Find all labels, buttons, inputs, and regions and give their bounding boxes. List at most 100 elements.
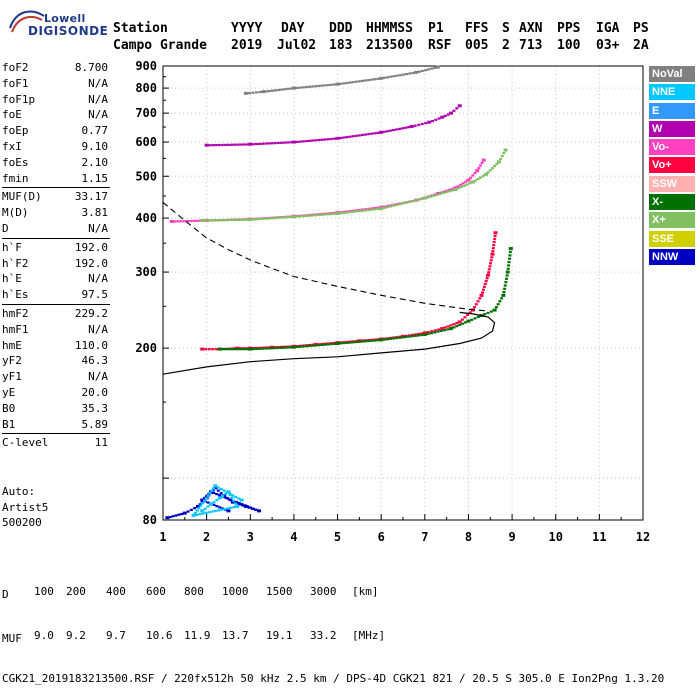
trace-point-vo bbox=[479, 293, 484, 297]
trace-point-x bbox=[335, 341, 340, 345]
trace-point-vo bbox=[487, 268, 491, 271]
trace-point-nne bbox=[228, 492, 232, 495]
trace-point-nnw bbox=[237, 503, 241, 506]
d-value: 1000 bbox=[222, 585, 249, 598]
trace-point-w bbox=[398, 127, 402, 131]
trace-point-x bbox=[456, 187, 460, 190]
trace-point-w bbox=[307, 139, 311, 142]
trace-point-w bbox=[379, 130, 384, 134]
trace-point-noval bbox=[326, 83, 330, 87]
footer-muf-label: MUF bbox=[2, 631, 22, 645]
trace-point-x bbox=[461, 322, 465, 325]
trace-point-x bbox=[286, 216, 290, 219]
trace-point-noval bbox=[427, 68, 431, 71]
trace-point-x bbox=[453, 187, 458, 191]
trace-point-x bbox=[376, 207, 380, 211]
trace-point-noval bbox=[301, 86, 305, 89]
trace-point-nne bbox=[239, 498, 244, 502]
trace-point-x bbox=[479, 176, 483, 179]
d-value: 600 bbox=[146, 585, 166, 598]
trace-point-x bbox=[317, 213, 321, 217]
trace-point-x bbox=[370, 339, 374, 342]
trace-point-x bbox=[270, 347, 274, 350]
trace-point-nne bbox=[204, 511, 208, 515]
trace-point-nne bbox=[207, 511, 211, 514]
trace-point-x bbox=[389, 337, 393, 340]
logo-swoosh-icon bbox=[9, 10, 45, 33]
trace-point-x bbox=[379, 338, 384, 342]
param-label: h`F bbox=[2, 240, 22, 254]
trace-point-nne bbox=[216, 509, 220, 512]
param-value: 33.17 bbox=[74, 190, 108, 204]
trace-point-vo bbox=[386, 204, 390, 208]
trace-point-vo bbox=[490, 252, 495, 256]
trace-point-w bbox=[446, 113, 450, 116]
legend-item-w: W bbox=[649, 120, 695, 137]
trace-point-nne bbox=[201, 512, 205, 515]
trace-point-noval bbox=[335, 82, 340, 86]
trace-point-x bbox=[304, 214, 308, 217]
header-value-s: 2 bbox=[502, 38, 510, 53]
trace-point-x bbox=[283, 216, 287, 219]
trace-point-x bbox=[449, 327, 453, 331]
muf-value: 9.7 bbox=[106, 628, 126, 642]
trace-point-nne bbox=[234, 495, 238, 499]
param-label: foE bbox=[2, 108, 22, 122]
trace-point-w bbox=[295, 140, 299, 143]
legend-item-e: E bbox=[649, 102, 695, 119]
trace-point-vo bbox=[186, 219, 190, 223]
y-tick-label: 400 bbox=[135, 211, 157, 225]
trace-point-x bbox=[286, 346, 290, 349]
trace-point-x bbox=[489, 310, 493, 313]
trace-point-noval bbox=[286, 87, 290, 91]
trace-point-x bbox=[492, 308, 497, 312]
trace-point-x bbox=[276, 216, 280, 219]
header-label-ps: PS bbox=[633, 21, 649, 36]
trace-point-w bbox=[351, 135, 355, 138]
trace-point-x bbox=[404, 335, 408, 339]
param-label: B0 bbox=[2, 401, 16, 415]
trace-point-x bbox=[382, 206, 386, 209]
param-value: N/A bbox=[88, 92, 108, 106]
trace-point-x bbox=[504, 277, 508, 280]
trace-point-nnw bbox=[212, 503, 216, 507]
trace-point-x bbox=[364, 340, 368, 343]
trace-point-noval bbox=[243, 91, 248, 95]
electron-density-profile-line bbox=[162, 311, 496, 375]
param-row: yF1 N/A bbox=[2, 369, 110, 385]
trace-point-x bbox=[267, 217, 271, 220]
trace-point-noval bbox=[258, 90, 262, 94]
trace-point-x bbox=[468, 182, 472, 185]
trace-point-w bbox=[409, 124, 414, 128]
trace-point-nne bbox=[206, 505, 210, 508]
trace-point-noval bbox=[329, 83, 333, 86]
trace-point-noval bbox=[408, 72, 412, 75]
trace-point-x bbox=[367, 208, 371, 212]
trace-point-w bbox=[326, 138, 330, 141]
param-label: fxI bbox=[2, 139, 22, 153]
trace-point-x bbox=[488, 169, 492, 172]
trace-point-w bbox=[211, 144, 215, 147]
trace-point-x bbox=[486, 311, 490, 314]
x-tick-label: 7 bbox=[421, 530, 428, 544]
trace-point-x bbox=[360, 340, 364, 343]
trace-point-vo bbox=[173, 220, 177, 223]
trace-point-w bbox=[382, 130, 386, 133]
trace-point-x bbox=[447, 190, 451, 193]
autoscaling-info: Auto: Artist5 500200 bbox=[2, 484, 48, 531]
trace-point-vo bbox=[364, 208, 368, 211]
trace-point-x bbox=[339, 212, 343, 215]
trace-point-nne bbox=[237, 497, 241, 500]
scaled-parameters-panel: foF2 8.700 foF1 N/A foF1p N/A foE N/A foEp 0.77 fx… bbox=[2, 60, 110, 451]
trace-point-noval bbox=[367, 78, 371, 82]
trace-point-x bbox=[227, 218, 231, 222]
trace-point-vo bbox=[450, 187, 454, 191]
trace-point-nne bbox=[197, 506, 201, 510]
trace-point-x bbox=[417, 198, 421, 201]
trace-point-x bbox=[342, 341, 346, 345]
trace-point-x bbox=[441, 191, 445, 195]
trace-point-x bbox=[348, 211, 352, 214]
trace-point-vo bbox=[376, 206, 380, 209]
trace-point-w bbox=[332, 137, 336, 140]
legend-item-nne: NNE bbox=[649, 84, 695, 101]
